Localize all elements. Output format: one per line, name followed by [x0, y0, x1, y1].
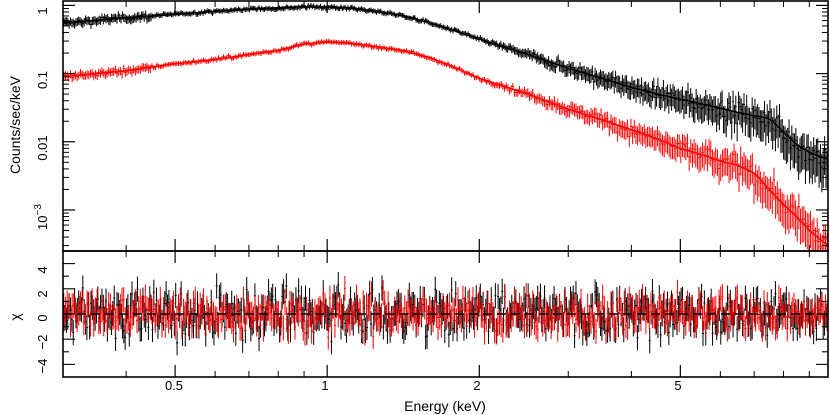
model-line: [62, 6, 829, 161]
x-tick-label-2: 2: [473, 378, 480, 393]
top-panel-frame: [62, 0, 829, 252]
top-y-tick-label-0.01: 0.01: [35, 135, 50, 160]
model-line: [62, 41, 829, 247]
series-black-marks: [62, 2, 829, 356]
model-lines: [62, 6, 829, 315]
bottom-y-tick-label-4: 4: [35, 266, 50, 273]
top-y-axis-label: Counts/sec/keV: [7, 75, 23, 174]
x-tick-label-1: 1: [321, 378, 328, 393]
x-tick-label-0: 0.5: [165, 378, 183, 393]
axis-ticks: [62, 1, 828, 377]
bottom-y-tick-label-0: 0: [35, 314, 50, 321]
top-y-tick-label-1e-3: 10−3: [33, 204, 50, 230]
plot-frames: [62, 0, 829, 378]
tick-exponent: −3: [33, 204, 44, 216]
tick-base: 10: [35, 215, 50, 229]
series-red-marks: [62, 38, 829, 350]
bottom-y-tick-label-minus4: −4: [35, 359, 50, 374]
bottom-y-tick-label-minus2: −2: [35, 335, 50, 350]
bottom-y-tick-label-2: 2: [35, 290, 50, 297]
x-tick-label-3: 5: [674, 378, 681, 393]
top-y-tick-label-0.1: 0.1: [35, 71, 50, 89]
bottom-y-axis-label: χ: [7, 313, 23, 321]
x-axis-label: Energy (keV): [404, 398, 486, 414]
top-y-tick-label-1: 1: [35, 7, 50, 14]
